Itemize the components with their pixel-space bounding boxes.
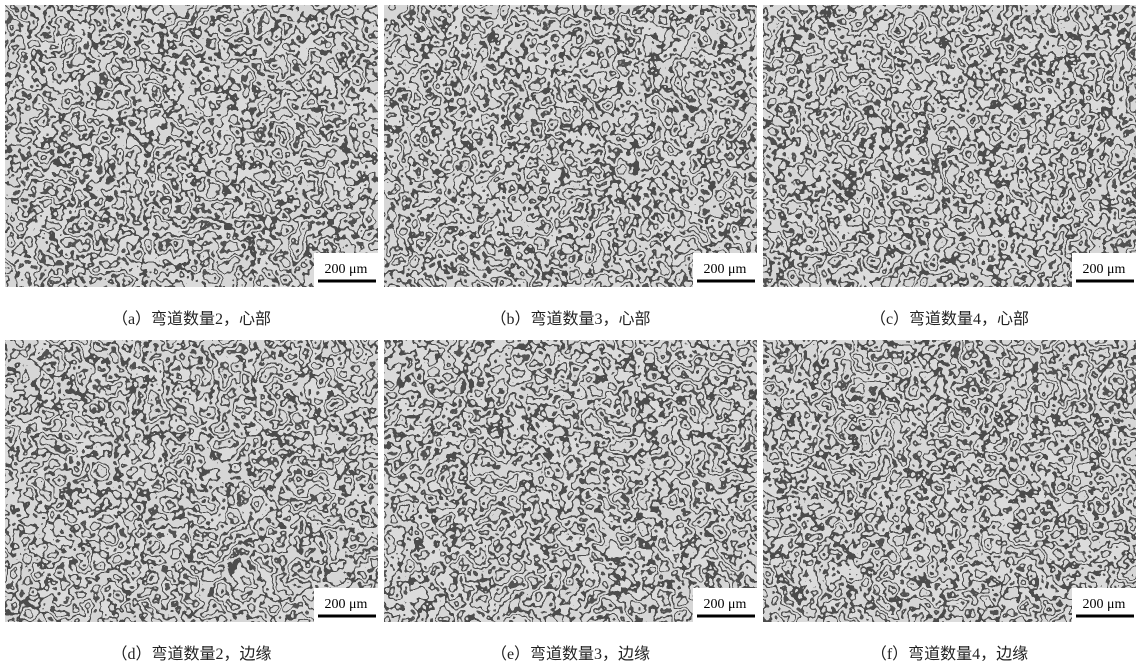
panel: 200 μm （a）弯道数量2，心部	[5, 5, 378, 328]
micrograph	[384, 340, 757, 622]
scale-bar-label: 200 μm	[1083, 597, 1126, 612]
panel-caption: （c）弯道数量4，心部	[870, 310, 1029, 328]
panel: 200 μm （e）弯道数量3，边缘	[384, 340, 757, 663]
panel-caption: （d）弯道数量2，边缘	[111, 645, 271, 663]
micrograph	[763, 340, 1136, 622]
panel: 200 μm （d）弯道数量2，边缘	[5, 340, 378, 663]
panel-caption: （a）弯道数量2，心部	[112, 310, 271, 328]
scale-bar-label: 200 μm	[704, 597, 747, 612]
scale-bar-label: 200 μm	[325, 262, 368, 277]
panel-caption: （e）弯道数量3，边缘	[491, 645, 650, 663]
panel: 200 μm （b）弯道数量3，心部	[384, 5, 757, 328]
panel-caption: （f）弯道数量4，边缘	[871, 645, 1028, 663]
micrograph	[763, 5, 1136, 287]
scale-bar-label: 200 μm	[1083, 262, 1126, 277]
panel-caption: （b）弯道数量3，心部	[490, 310, 650, 328]
scale-bar-label: 200 μm	[704, 262, 747, 277]
micrograph	[5, 5, 378, 287]
micrograph	[384, 5, 757, 287]
panel: 200 μm （c）弯道数量4，心部	[763, 5, 1136, 328]
panel: 200 μm （f）弯道数量4，边缘	[763, 340, 1136, 663]
scale-bar-label: 200 μm	[325, 597, 368, 612]
micrograph	[5, 340, 378, 622]
